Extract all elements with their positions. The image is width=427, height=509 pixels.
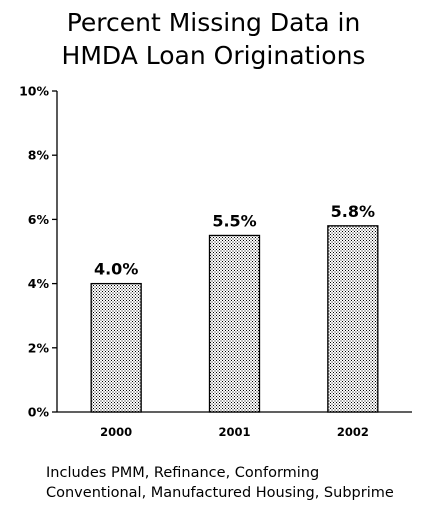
chart-caption: Includes PMM, Refinance, Conforming Conv… bbox=[46, 463, 394, 503]
x-tick-label-2002: 2002 bbox=[337, 425, 369, 439]
chart-title: Percent Missing Data in HMDA Loan Origin… bbox=[0, 6, 427, 72]
y-tick-label: 8% bbox=[28, 148, 50, 163]
y-tick-label: 0% bbox=[28, 405, 50, 420]
y-tick-label: 4% bbox=[28, 276, 50, 291]
y-tick-label: 10% bbox=[19, 84, 49, 99]
bar-2001 bbox=[208, 234, 261, 413]
chart-title-line-1: Percent Missing Data in bbox=[66, 8, 361, 37]
bar-2000 bbox=[90, 282, 142, 413]
data-label-2001: 5.5% bbox=[212, 211, 256, 230]
data-label-2000: 4.0% bbox=[94, 260, 138, 279]
y-tick-label: 2% bbox=[28, 340, 50, 355]
data-label-2002: 5.8% bbox=[331, 202, 375, 221]
x-tick-label-2001: 2001 bbox=[218, 425, 250, 439]
bar-2002 bbox=[327, 225, 379, 413]
y-tick-label: 6% bbox=[28, 212, 50, 227]
chart-title-line-2: HMDA Loan Originations bbox=[61, 41, 366, 70]
caption-line-1: Includes PMM, Refinance, Conforming bbox=[46, 465, 320, 481]
x-tick-label-2000: 2000 bbox=[100, 425, 132, 439]
plot-area: 0% 2% 4% 6% 8% 10% 4.0% 2000 5.5% 2001 5.8% 2002 bbox=[19, 84, 412, 439]
caption-line-2: Conventional, Manufactured Housing, Subp… bbox=[46, 485, 394, 501]
